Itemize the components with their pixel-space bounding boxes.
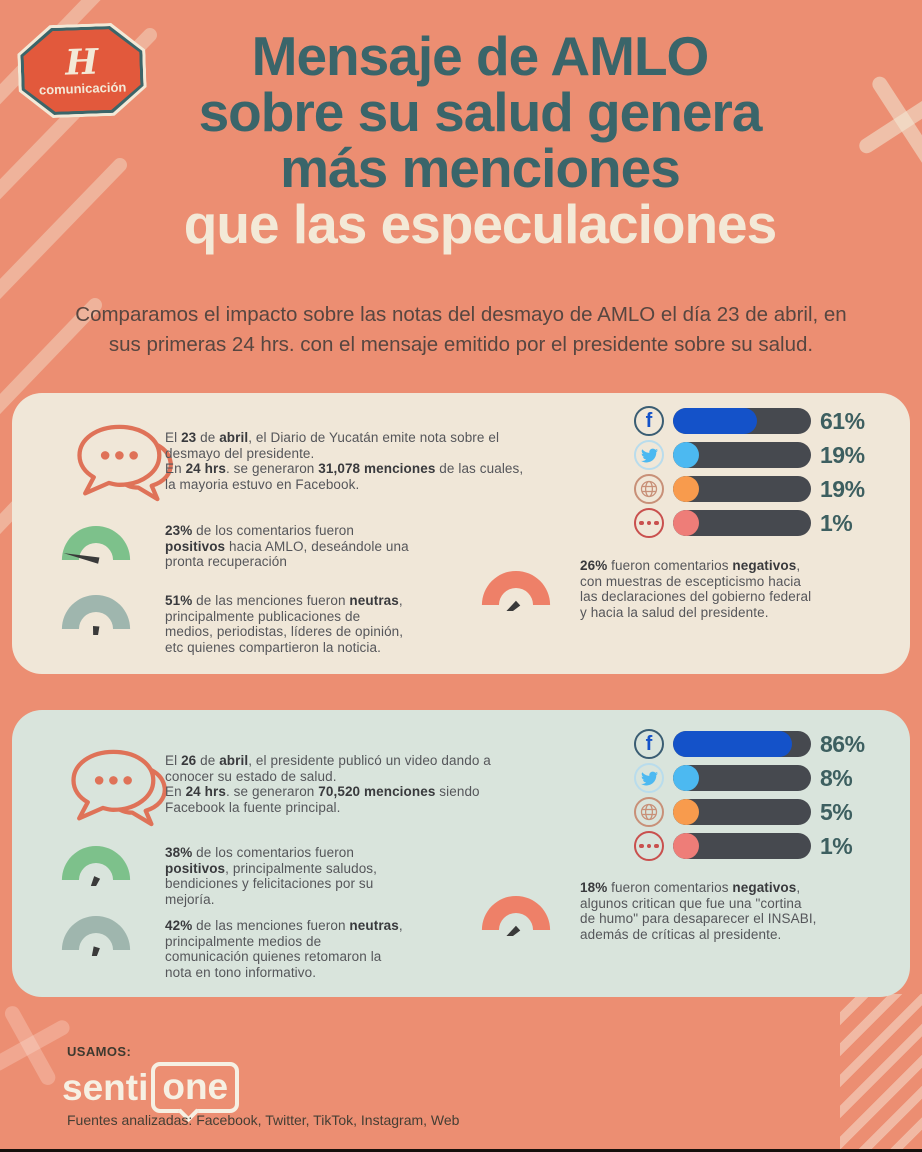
web-globe-icon [634,797,664,827]
gauge-neutral-icon [61,915,131,956]
facebook-icon: f [634,406,664,436]
bar-track [673,833,811,859]
gauge-positive-icon [61,845,131,886]
bar-fill [673,408,758,434]
bar-row-web: 5% [634,797,865,827]
title-line-2: sobre su salud genera [198,81,763,143]
sentione-logo: senti one [62,1062,240,1123]
bar-row-twitter: 19% [634,440,865,470]
sentione-logo-senti: senti [62,1067,149,1108]
bar-track [673,799,811,825]
bar-value: 19% [820,475,865,502]
fuentes-label: Fuentes analizadas: Facebook, Twitter, T… [67,1112,460,1128]
intro-text: El 26 de abril, el presidente publicó un… [165,753,491,815]
bar-value: 86% [820,730,865,757]
bar-value: 1% [820,832,853,859]
bar-row-twitter: 8% [634,763,865,793]
intro-text: El 23 de abril, el Diario de Yucatán emi… [165,430,524,492]
neutral-text: 42% de las menciones fueron neutras, prin… [165,918,403,980]
bar-track [673,476,811,502]
usamos-label: USAMOS: [67,1044,132,1059]
bar-row-other: 1% [634,831,865,861]
bar-track [673,510,811,536]
positive-text: 23% de los comentarios fueron positivos h… [165,523,409,569]
title-line-1: Mensaje de AMLO [251,25,710,87]
bar-fill [673,731,792,757]
positive-text: 38% de los comentarios fueron positivos, … [165,845,378,907]
title-line-4: que las especulaciones [183,193,777,255]
bar-row-web: 19% [634,474,865,504]
bar-track [673,408,811,434]
neutral-text: 51% de las menciones fueron neutras, prin… [165,593,404,655]
bar-fill [673,765,699,791]
bar-fill [673,476,700,502]
bar-value: 8% [820,764,853,791]
bar-value: 1% [820,509,853,536]
ellipsis-icon [634,831,664,861]
title-line-3: más menciones [280,137,681,199]
gauge-neutral-icon [61,594,131,635]
web-globe-icon [634,474,664,504]
subtitle: Comparamos el impacto sobre las notas de… [75,303,847,356]
bar-value: 19% [820,441,865,468]
bar-track [673,731,811,757]
page-title: Mensaje de AMLO sobre su salud genera má… [50,28,910,252]
card-april-26: El 26 de abril, el presidente publicó un… [12,710,910,997]
twitter-icon [634,763,664,793]
sentione-logo-one: one [151,1062,240,1123]
negative-text: 18% fueron comentarios negativos, algunos… [580,880,817,942]
bar-row-facebook: f 61% [634,406,865,436]
gauge-negative-icon [481,895,551,936]
bar-value: 61% [820,407,865,434]
bar-track [673,442,811,468]
bar-fill [673,799,699,825]
bar-fill [673,442,700,468]
bar-row-facebook: f 86% [634,729,865,759]
gauge-negative-icon [481,570,551,611]
gauge-positive-icon [61,525,131,564]
mention-bars: f 86% 8% 5% 1% [634,729,865,861]
twitter-icon [634,440,664,470]
bar-value: 5% [820,798,853,825]
speech-bubbles-icon [77,424,173,502]
card-april-23: El 23 de abril, el Diario de Yucatán emi… [12,393,910,674]
speech-bubbles-icon [71,749,167,827]
facebook-icon: f [634,729,664,759]
bar-fill [673,833,699,859]
stripes-bottomright-decoration [840,994,922,1152]
bar-row-other: 1% [634,508,865,538]
mention-bars: f 61% 19% 19% 1% [634,406,865,538]
bottom-border [0,1149,922,1152]
negative-text: 26% fueron comentarios negativos, con mue… [580,558,812,620]
ellipsis-icon [634,508,664,538]
bar-fill [673,510,699,536]
bar-track [673,765,811,791]
